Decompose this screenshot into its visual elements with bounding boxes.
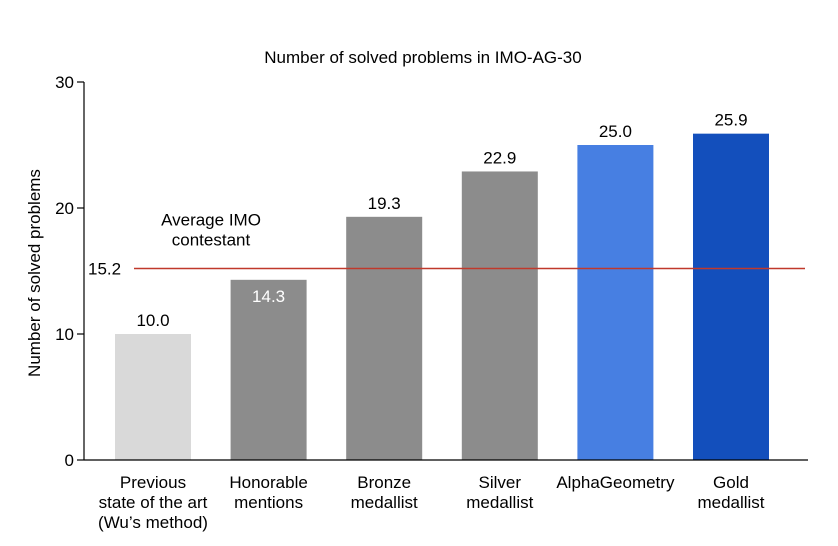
chart-title: Number of solved problems in IMO-AG-30 [264, 48, 581, 67]
bar [461, 171, 538, 460]
bar-value-label: 22.9 [483, 148, 516, 167]
y-axis-label: Number of solved problems [25, 169, 44, 377]
x-axis-tick-labels: Previous state of the art (Wu’s method) Hon… [98, 473, 765, 532]
reference-line-label: Average IMO contestant [161, 210, 261, 249]
x-tick-label: Silver medallist [466, 473, 533, 512]
reference-value-label: 15.2 [88, 259, 121, 278]
y-axis-ticks: 0 10 20 30 [55, 73, 84, 470]
bar-value-label: 25.0 [599, 122, 632, 141]
y-tick-label: 0 [65, 451, 74, 470]
reference-line-group: 15.2 Average IMO contestant [88, 210, 805, 278]
bars: 10.0 14.3 19.3 22.9 25.0 25.9 [115, 111, 769, 460]
bar-value-label: 10.0 [136, 311, 169, 330]
x-tick-label: Previous state of the art (Wu’s method) [98, 473, 208, 532]
bar-value-label: 14.3 [252, 287, 285, 306]
bar [693, 133, 769, 460]
y-tick-label: 30 [55, 73, 74, 92]
bar [577, 145, 654, 460]
y-tick-label: 20 [55, 199, 74, 218]
bar [346, 216, 423, 460]
bar [230, 279, 307, 460]
x-tick-label: Honorable mentions [229, 473, 307, 512]
y-tick-label: 10 [55, 325, 74, 344]
bar-value-label: 19.3 [368, 194, 401, 213]
bar [115, 334, 191, 460]
bar-value-label: 25.9 [714, 111, 747, 130]
x-tick-label: Gold medallist [697, 473, 764, 512]
x-tick-label: AlphaGeometry [556, 473, 675, 492]
x-tick-label: Bronze medallist [351, 473, 418, 512]
